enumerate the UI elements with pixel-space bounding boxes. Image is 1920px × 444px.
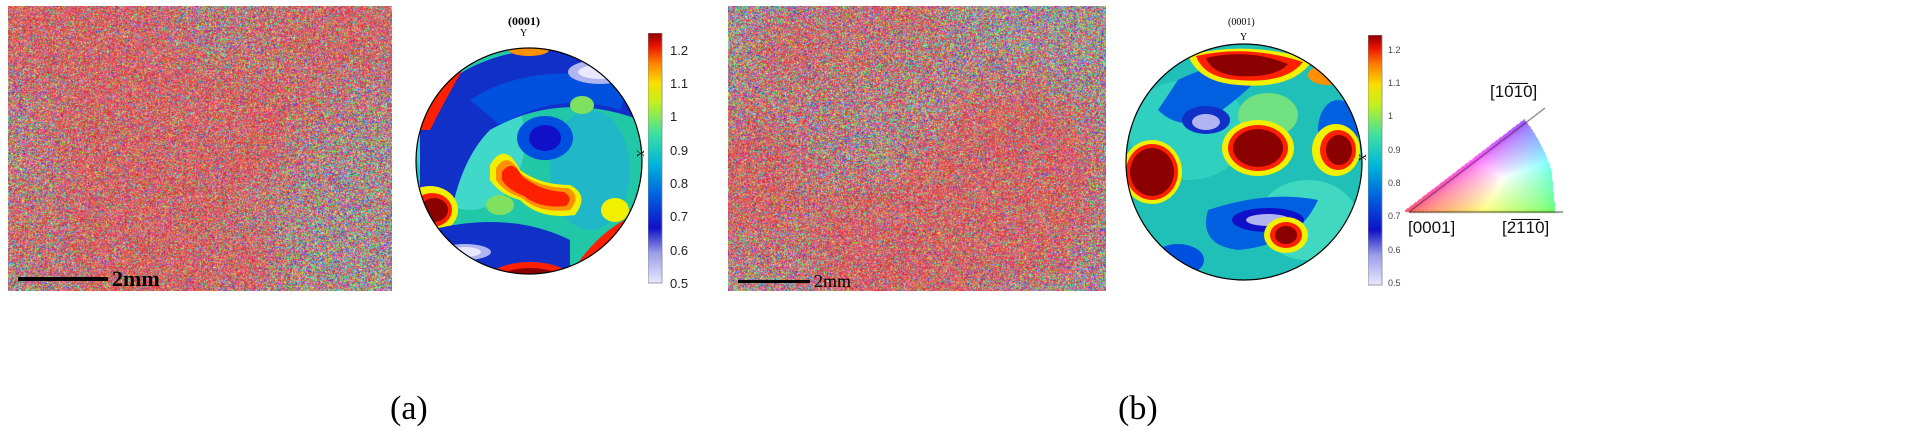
pole-figure-y-axis-a: Y — [520, 28, 528, 39]
ipf-label-2-1-10: [2̅1̅1̅0] — [1502, 218, 1550, 237]
colorbar-tick: 0.7 — [1388, 211, 1401, 222]
ebsd-map-a: 2mm — [8, 6, 392, 291]
pole-figure-svg-a — [415, 47, 643, 275]
colorbar-tick: 0.9 — [670, 142, 689, 158]
colorbar-gradient-a — [648, 33, 663, 284]
pole-figure-x-axis-b: X — [1356, 153, 1368, 162]
colorbar-tick: 1 — [670, 109, 678, 125]
ebsd-map-b: 2mm — [728, 6, 1106, 291]
pole-figure-a: (0001) Y X — [410, 14, 650, 290]
colorbar-tick: 0.5 — [1388, 278, 1401, 288]
colorbar-a: 1.2 1.1 1 0.9 0.8 0.7 0.6 0.5 — [648, 33, 708, 291]
colorbar-tick: 1 — [1388, 111, 1394, 122]
scale-bar-label-a: 2mm — [112, 266, 160, 291]
pole-figure-b: (0001) Y X — [1118, 17, 1368, 290]
scale-bar-b — [738, 280, 810, 283]
colorbar-tick: 0.6 — [1388, 244, 1401, 255]
colorbar-tick: 0.6 — [670, 242, 689, 258]
colorbar-tick: 0.9 — [1388, 144, 1401, 155]
colorbar-b: 1.2 1.1 1 0.9 0.8 0.7 0.6 0.5 — [1368, 35, 1418, 290]
ipf-color-key — [1405, 100, 1585, 220]
colorbar-tick: 1.1 — [670, 76, 689, 91]
scale-bar-a — [18, 277, 108, 281]
colorbar-tick: 0.8 — [1388, 178, 1401, 188]
pole-figure-title-b: (0001) — [1228, 17, 1255, 28]
ipf-label-10-10: [10̅1̅0] — [1490, 82, 1538, 101]
ipf-label-0001: [0001] — [1408, 218, 1456, 237]
colorbar-tick: 1.1 — [1388, 78, 1401, 88]
pole-figure-y-axis-b: Y — [1240, 32, 1248, 43]
colorbar-tick: 0.7 — [670, 209, 689, 225]
pole-figure-svg-b — [1125, 43, 1363, 281]
colorbar-gradient-b — [1368, 35, 1383, 286]
panel-label-a: (a) — [390, 390, 428, 427]
scale-bar-label-b: 2mm — [814, 271, 852, 291]
pole-figure-x-axis-a: X — [634, 149, 646, 158]
pole-figure-title-a: (0001) — [508, 14, 540, 28]
colorbar-tick: 0.5 — [670, 276, 689, 291]
colorbar-tick: 1.2 — [1388, 44, 1401, 55]
panel-label-b: (b) — [1118, 390, 1158, 427]
colorbar-tick: 0.8 — [670, 176, 689, 191]
colorbar-tick: 1.2 — [670, 42, 689, 58]
